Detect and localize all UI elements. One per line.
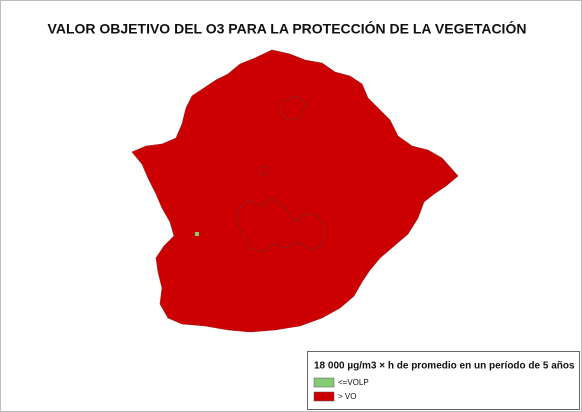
- internal-boundary: [259, 165, 269, 177]
- internal-boundary: [235, 197, 327, 253]
- legend-title: 18 000 µg/m3 × h de promedio en un perío…: [314, 361, 575, 372]
- region: [131, 49, 459, 333]
- legend-box: [307, 351, 580, 410]
- region-shape: [131, 49, 459, 333]
- legend-label: > VO: [338, 392, 356, 401]
- map-title: VALOR OBJETIVO DEL O3 PARA LA PROTECCIÓN…: [48, 20, 527, 37]
- small-area: [195, 232, 199, 236]
- legend-label: <=VOLP: [338, 378, 369, 387]
- legend-swatch: [313, 391, 335, 402]
- internal-boundary: [279, 95, 307, 121]
- legend-swatch: [313, 377, 335, 388]
